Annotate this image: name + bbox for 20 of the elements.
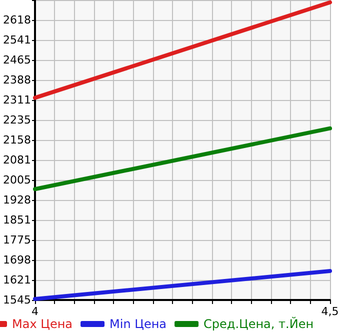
y-tick-label: 1928 (2, 194, 31, 207)
y-tick-label: 2005 (2, 174, 31, 186)
x-tick-label: 4,5 (321, 305, 339, 318)
y-tick-label: 1775 (2, 234, 31, 246)
y-tick-label: 1621 (2, 274, 31, 287)
y-tick-label: 2388 (2, 74, 31, 87)
y-tick-label: 1698 (2, 254, 31, 267)
y-tick-label: 2311 (2, 94, 31, 107)
x-tick-label: 4 (31, 305, 38, 318)
legend-label: Max Цена (12, 317, 73, 331)
y-tick-label: 1851 (2, 214, 31, 227)
y-tick-label: 1545 (2, 294, 31, 306)
y-tick-label: 2158 (2, 134, 31, 147)
y-tick-label: 2081 (2, 154, 31, 167)
legend-label: Сред.Цена, т.Йен (204, 316, 314, 331)
y-tick-label: 2235 (2, 114, 31, 126)
y-tick-label: 2618 (2, 14, 31, 27)
y-tick-label: 2541 (2, 34, 31, 47)
legend-label: Min Цена (110, 317, 167, 331)
y-tick-label: 2465 (2, 54, 31, 66)
